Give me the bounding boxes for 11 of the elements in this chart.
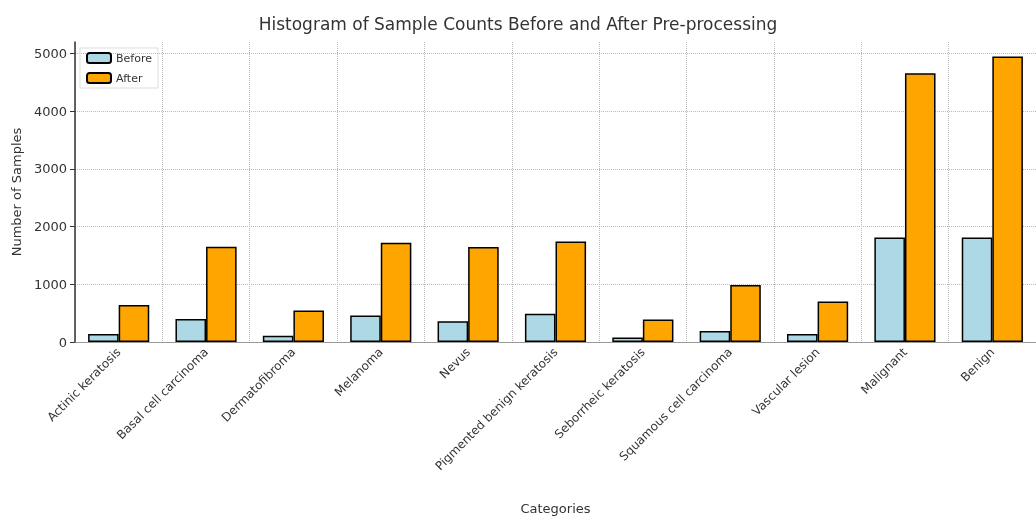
y-tick-label: 2000 [33,219,67,235]
x-axis-title: Categories [520,501,591,516]
y-axis-title: Number of Samples [9,127,25,257]
chart-title: Histogram of Sample Counts Before and After Pre-processing [258,13,778,34]
y-tick-label: 5000 [33,46,67,62]
y-tick-label: 0 [58,334,67,350]
y-tick-label: 4000 [33,103,67,119]
legend-label: After [116,71,143,85]
y-tick-label: 3000 [33,161,67,177]
legend-label: Before [116,51,153,65]
y-tick-label: 1000 [33,276,67,292]
